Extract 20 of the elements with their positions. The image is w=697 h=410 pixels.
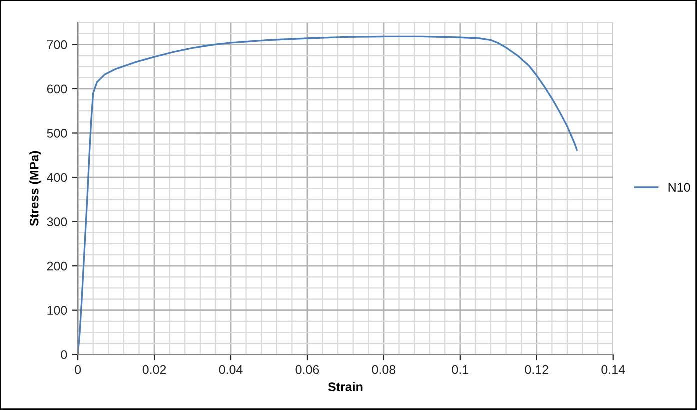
x-axis-title: Strain [328, 382, 363, 392]
y-tick-label: 500 [47, 129, 68, 138]
x-tick-label: 0.04 [219, 365, 243, 374]
x-tick-label: 0.14 [602, 365, 626, 374]
x-tick-label: 0 [75, 365, 82, 374]
line-series [78, 36, 578, 355]
x-tick-label: 0.1 [452, 365, 468, 374]
x-tick-label: 0.08 [372, 365, 396, 374]
x-tick-label: 0.02 [142, 365, 166, 374]
x-tick-label: 0.12 [525, 365, 548, 374]
y-tick-label: 100 [48, 306, 68, 316]
y-tick-label: 300 [47, 218, 68, 226]
y-tick-label: 0 [61, 350, 68, 360]
y-tick-label: 200 [47, 262, 68, 271]
x-tick-label: 0.06 [296, 365, 320, 374]
y-axis-title: Stress (MPa) [30, 151, 42, 226]
legend-label: N10 [668, 183, 690, 192]
y-tick-label: 600 [47, 84, 68, 94]
y-tick-label: 700 [47, 40, 68, 50]
y-tick-label: 400 [47, 173, 68, 182]
